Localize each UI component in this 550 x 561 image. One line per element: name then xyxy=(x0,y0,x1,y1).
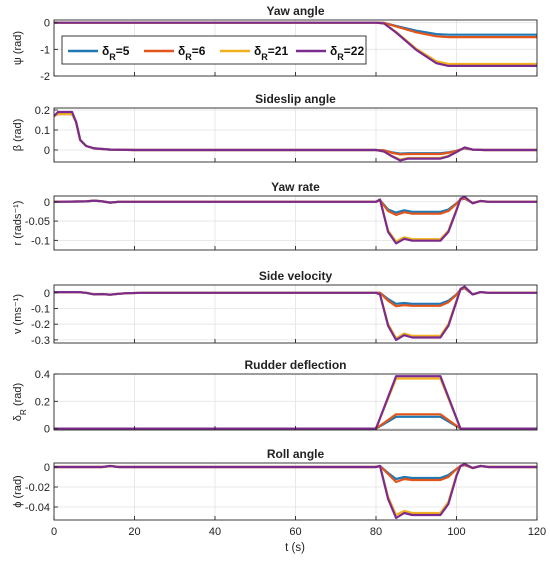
y-axis-label: r (rads⁻¹) xyxy=(12,201,24,246)
y-tick-label: -0.04 xyxy=(25,502,50,514)
x-tick-label: 0 xyxy=(51,526,57,538)
series-group xyxy=(54,195,537,245)
x-tick-label: 100 xyxy=(447,526,465,538)
series-group xyxy=(54,110,537,162)
x-tick-label: 60 xyxy=(289,526,301,538)
y-axis-label: β (rad) xyxy=(12,119,24,152)
legend-label-2: δR=6 xyxy=(178,44,206,62)
panel-5: 0 -0.02 -0.04 Roll angle ϕ (rad) xyxy=(12,447,538,521)
legend-label-4: δR=22 xyxy=(330,44,364,62)
x-axis: t (s) 0 20 40 60 80 100 120 xyxy=(51,526,546,554)
series-line-4 xyxy=(54,462,537,520)
x-tick-label: 80 xyxy=(370,526,382,538)
series-line-4 xyxy=(54,375,537,430)
y-tick-label: 0 xyxy=(44,197,50,209)
y-tick-label: -1 xyxy=(40,44,50,56)
series-group xyxy=(54,21,537,67)
panel-4: 0.4 0.2 0 Rudder deflection δR (rad) xyxy=(12,358,538,436)
legend: δR=5 δR=6 δR=21 δR=22 xyxy=(61,35,367,65)
series-line-4 xyxy=(54,21,537,67)
y-tick-label: -0.02 xyxy=(25,482,50,494)
legend-label-1: δR=5 xyxy=(102,44,130,62)
series-group xyxy=(54,375,537,430)
y-tick-label: -0.05 xyxy=(25,216,50,228)
panel-title: Side velocity xyxy=(259,269,333,283)
series-group xyxy=(54,462,537,520)
series-group xyxy=(54,285,537,341)
y-tick-label: 0 xyxy=(44,145,50,157)
y-tick-label: -0.1 xyxy=(31,304,50,316)
x-axis-label: t (s) xyxy=(285,542,305,554)
y-tick-label: -0.2 xyxy=(31,319,50,331)
y-tick-label: 0 xyxy=(44,424,50,436)
panels: 0 -1 -2 Yaw angle ψ (rad) 0.2 0.1 0 Sideslip ang… xyxy=(12,4,538,521)
x-tick-label: 40 xyxy=(209,526,221,538)
y-tick-label: 0.2 xyxy=(35,105,50,117)
legend-label-3: δR=21 xyxy=(254,44,288,62)
y-axis-label: δR (rad) xyxy=(12,383,28,421)
panel-title: Rudder deflection xyxy=(244,358,346,372)
y-tick-label: -2 xyxy=(40,71,50,83)
y-tick-label: 0.1 xyxy=(35,125,50,137)
y-tick-label: 0 xyxy=(44,18,50,30)
panel-title: Roll angle xyxy=(267,447,325,461)
x-tick-label: 20 xyxy=(128,526,140,538)
x-tick-label: 120 xyxy=(528,526,546,538)
y-tick-label: 0.2 xyxy=(35,396,50,408)
y-tick-label: 0 xyxy=(44,288,50,300)
y-axis-label: ϕ (rad) xyxy=(12,475,24,507)
y-tick-label: 0.4 xyxy=(35,369,50,381)
panel-3: 0 -0.1 -0.2 -0.3 Side velocity v (ms⁻¹) xyxy=(12,269,538,347)
panel-title: Yaw rate xyxy=(271,180,320,194)
y-tick-label: -0.1 xyxy=(31,235,50,247)
series-line-4 xyxy=(54,110,537,162)
panel-2: 0 -0.05 -0.1 Yaw rate r (rads⁻¹) xyxy=(12,180,538,251)
panel-title: Yaw angle xyxy=(266,4,324,18)
y-tick-label: -0.3 xyxy=(31,335,50,347)
y-axis-label: ψ (rad) xyxy=(12,31,24,65)
panel-title: Sideslip angle xyxy=(255,92,336,106)
series-line-4 xyxy=(54,285,537,341)
series-line-4 xyxy=(54,195,537,245)
y-tick-label: 0 xyxy=(44,462,50,474)
y-axis-label: v (ms⁻¹) xyxy=(12,294,24,334)
panel-1: 0.2 0.1 0 Sideslip angle β (rad) xyxy=(12,92,538,163)
